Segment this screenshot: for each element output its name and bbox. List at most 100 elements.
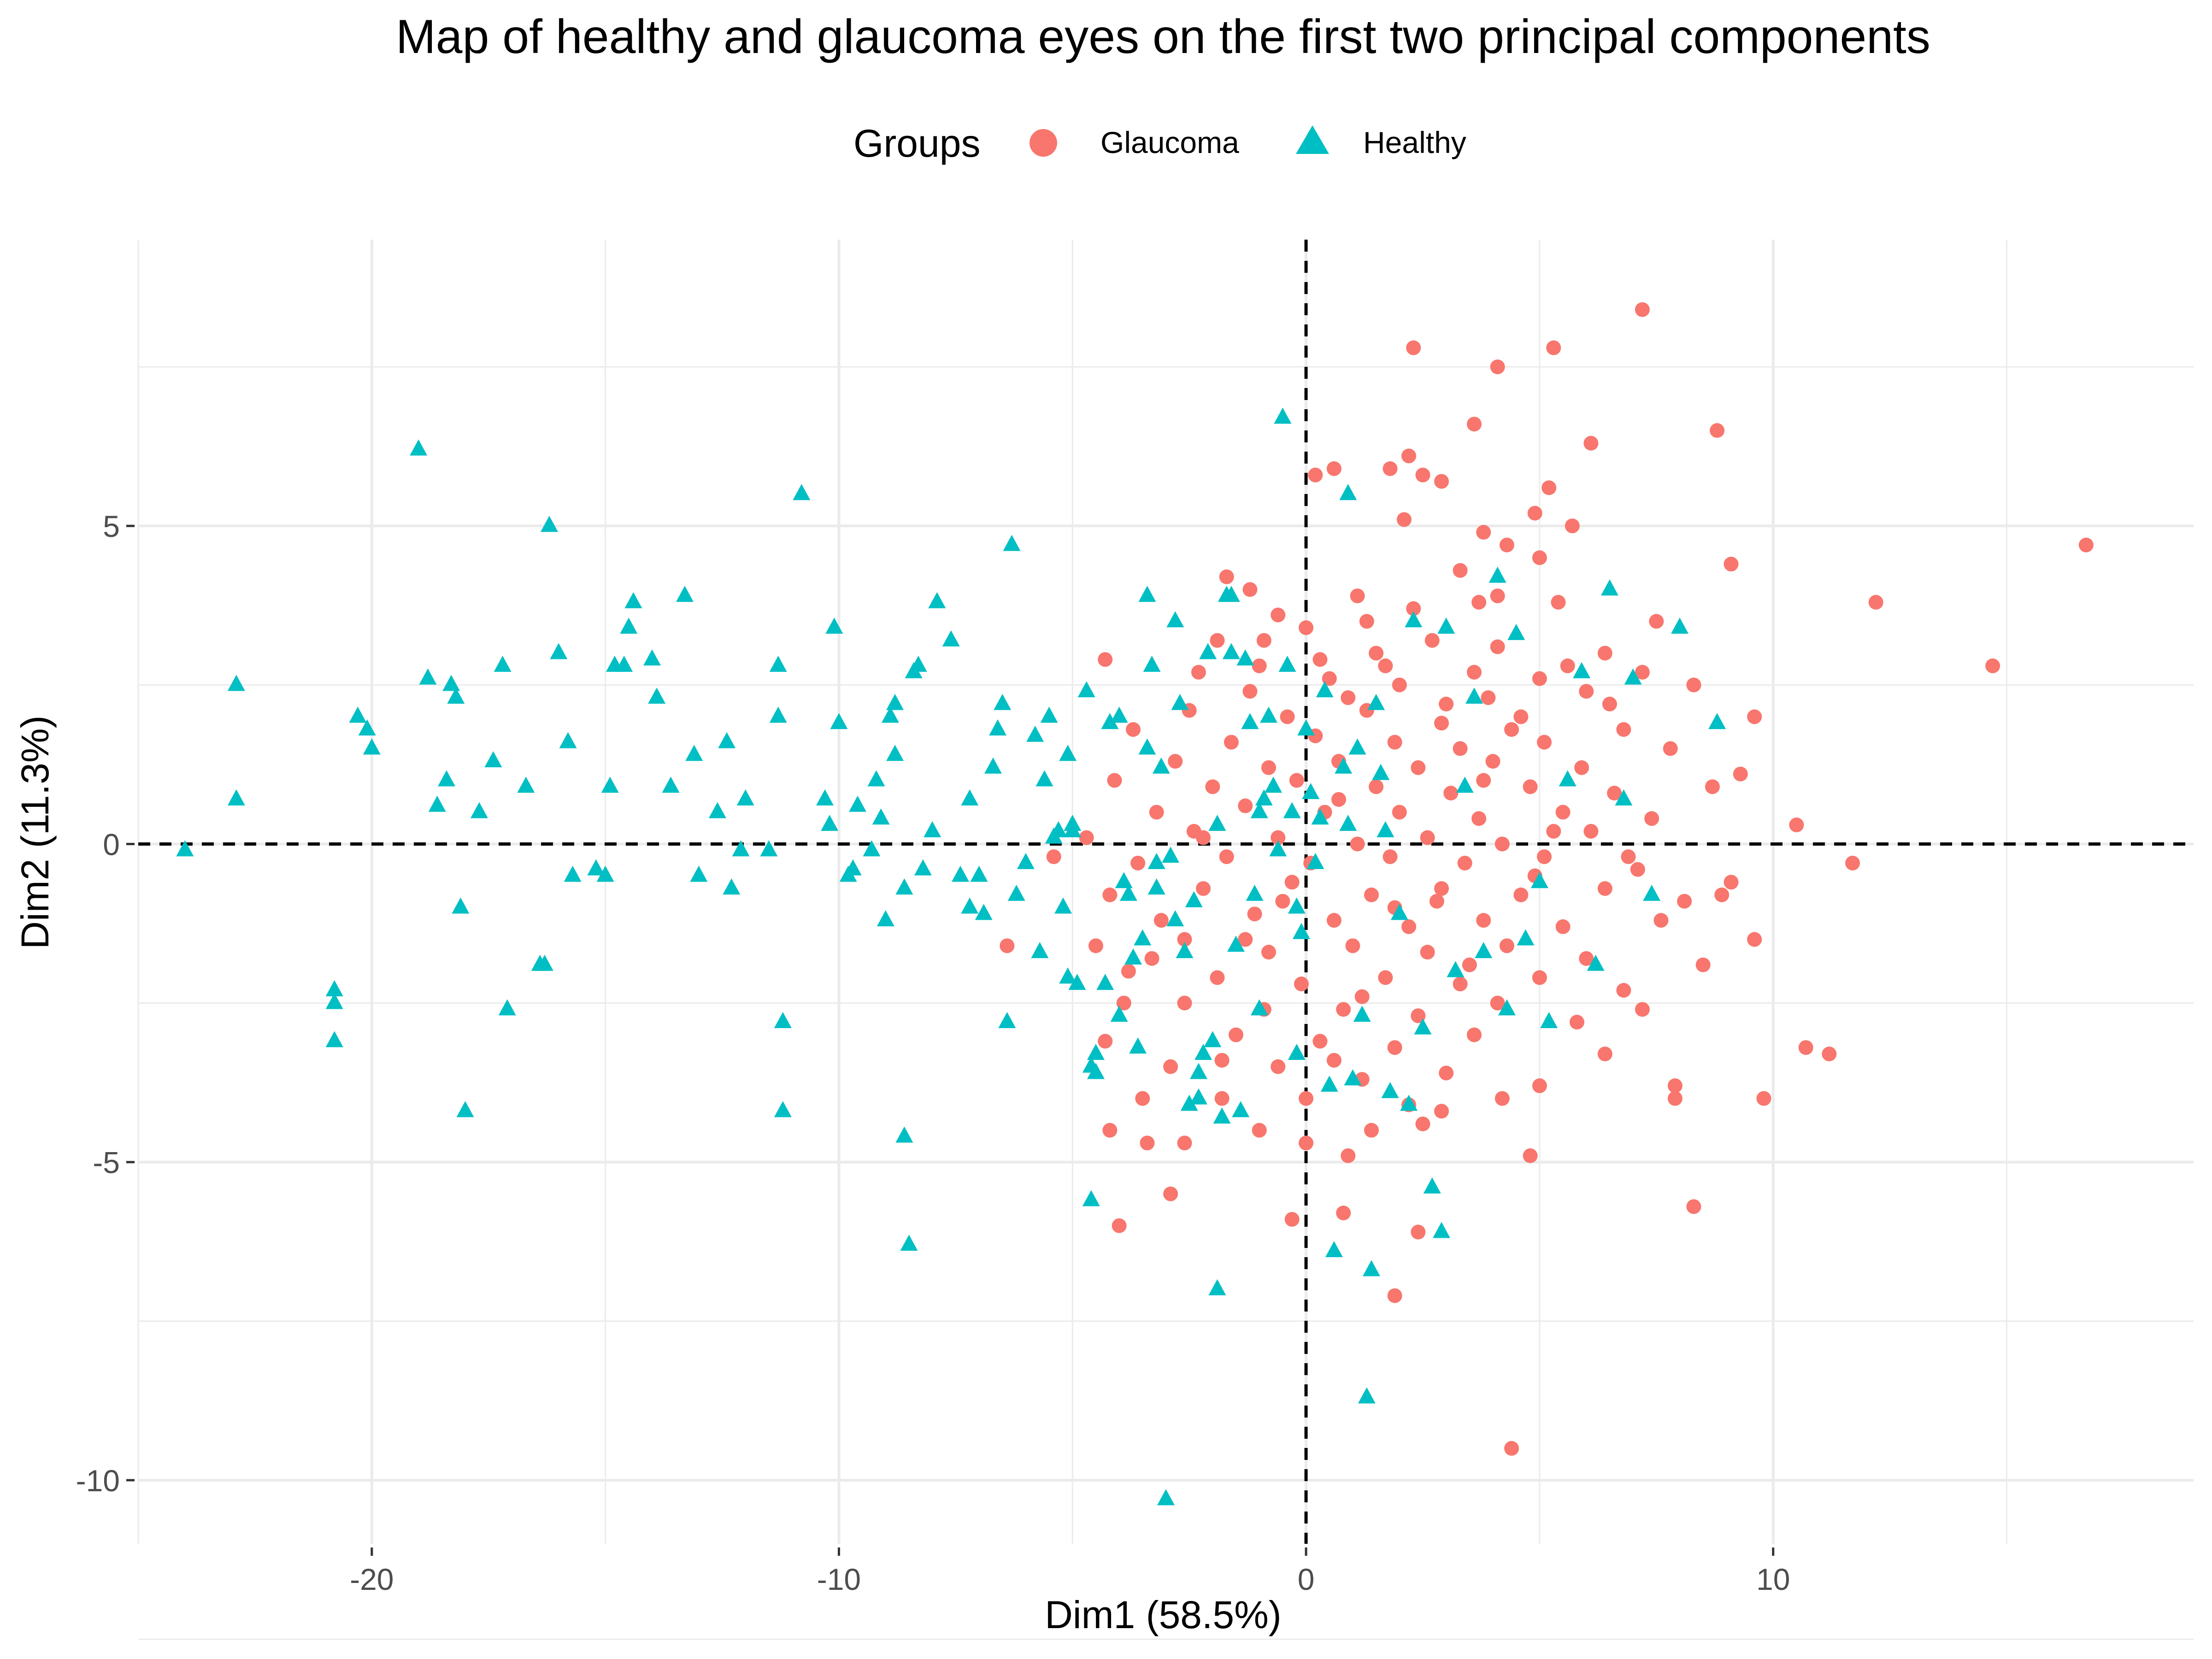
glaucoma-point xyxy=(1210,970,1225,985)
healthy-point xyxy=(1615,789,1633,806)
glaucoma-point xyxy=(1271,607,1286,623)
x-axis: -20 -10 0 10 xyxy=(350,1547,1790,1596)
healthy-point xyxy=(1316,681,1334,698)
glaucoma-point xyxy=(1537,735,1552,750)
healthy-point xyxy=(620,618,638,634)
glaucoma-point xyxy=(1747,932,1762,947)
healthy-point xyxy=(447,687,465,704)
glaucoma-point xyxy=(1261,760,1276,775)
glaucoma-point xyxy=(1205,779,1220,794)
reference-lines xyxy=(138,240,2194,1544)
glaucoma-point xyxy=(1471,594,1487,610)
healthy-point xyxy=(723,878,741,895)
glaucoma-point xyxy=(1336,1002,1351,1017)
glaucoma-point xyxy=(1312,652,1328,667)
glaucoma-point xyxy=(1467,417,1482,432)
healthy-point xyxy=(844,859,862,876)
glaucoma-point xyxy=(1401,919,1417,934)
glaucoma-point xyxy=(1868,594,1883,610)
glaucoma-point xyxy=(1667,1091,1683,1106)
healthy-point xyxy=(1488,566,1506,583)
glaucoma-point xyxy=(1378,970,1393,985)
glaucoma-point xyxy=(1453,741,1468,756)
glaucoma-point xyxy=(1153,913,1169,928)
glaucoma-point xyxy=(1242,684,1258,699)
healthy-point xyxy=(1138,738,1156,755)
healthy-point xyxy=(928,592,946,608)
glaucoma-point xyxy=(1439,1065,1454,1081)
healthy-point xyxy=(1292,923,1310,939)
healthy-point xyxy=(1166,910,1184,927)
glaucoma-point xyxy=(1424,633,1440,648)
healthy-point xyxy=(1498,999,1516,1016)
glaucoma-point xyxy=(1499,537,1514,553)
healthy-point xyxy=(1134,929,1152,946)
healthy-point xyxy=(1236,649,1254,666)
healthy-point xyxy=(1540,1012,1558,1028)
healthy-point xyxy=(456,1101,474,1118)
healthy-point xyxy=(1147,878,1165,895)
healthy-point xyxy=(1031,942,1049,959)
glaucoma-point xyxy=(1098,1034,1113,1049)
healthy-point xyxy=(648,687,666,704)
healthy-point xyxy=(1026,725,1044,742)
glaucoma-point xyxy=(1387,1040,1402,1055)
glaucoma-point xyxy=(1121,964,1136,979)
healthy-point xyxy=(662,777,680,793)
glaucoma-point xyxy=(1747,709,1762,724)
glaucoma-point xyxy=(1411,1008,1426,1024)
glaucoma-point xyxy=(1467,1027,1482,1042)
glaucoma-point xyxy=(1299,620,1314,635)
glaucoma-point xyxy=(1350,836,1365,852)
healthy-point xyxy=(1077,681,1095,698)
healthy-point xyxy=(881,706,899,723)
glaucoma-point xyxy=(1695,957,1711,972)
healthy-point xyxy=(587,859,605,876)
glaucoma-point xyxy=(1551,594,1566,610)
healthy-point xyxy=(325,980,343,996)
y-tick-label: 0 xyxy=(103,827,120,861)
healthy-point xyxy=(1559,770,1577,787)
glaucoma-point xyxy=(1630,862,1645,877)
healthy-point xyxy=(1311,808,1329,825)
glaucoma-point xyxy=(1135,1091,1150,1106)
healthy-point xyxy=(452,897,470,914)
glaucoma-point xyxy=(1485,754,1500,769)
healthy-point xyxy=(1185,891,1203,907)
glaucoma-point xyxy=(1597,1047,1612,1062)
healthy-point xyxy=(1040,706,1058,723)
healthy-point xyxy=(863,840,881,857)
healthy-point xyxy=(1035,770,1053,787)
glaucoma-point xyxy=(1046,849,1061,865)
healthy-point xyxy=(1189,1088,1207,1105)
healthy-point xyxy=(1320,1076,1338,1092)
healthy-point xyxy=(1363,1260,1380,1277)
healthy-point xyxy=(1530,872,1548,888)
healthy-point xyxy=(643,649,661,666)
glaucoma-point xyxy=(1210,633,1225,648)
healthy-point xyxy=(1213,1107,1231,1124)
glaucoma-point xyxy=(1364,887,1379,902)
glaucoma-point xyxy=(1149,805,1164,820)
healthy-point xyxy=(494,655,512,672)
glaucoma-point xyxy=(1635,302,1650,317)
y-tick-label: 5 xyxy=(103,509,120,543)
healthy-point xyxy=(769,655,787,672)
glaucoma-point xyxy=(1299,1091,1314,1106)
healthy-point xyxy=(325,1031,343,1047)
healthy-point xyxy=(1400,1094,1418,1111)
glaucoma-point xyxy=(1214,1053,1230,1068)
minor-gridlines xyxy=(137,240,2194,1640)
x-axis-label: Dim1 (58.5%) xyxy=(1045,1593,1281,1636)
glaucoma-point xyxy=(1102,887,1118,902)
glaucoma-point xyxy=(1532,550,1547,565)
glaucoma-point xyxy=(1229,1027,1244,1042)
healthy-point xyxy=(736,789,754,806)
glaucoma-point xyxy=(1579,684,1594,699)
healthy-point xyxy=(821,815,839,831)
healthy-point xyxy=(690,865,708,882)
glaucoma-point xyxy=(1219,849,1234,865)
healthy-point xyxy=(1110,706,1128,723)
healthy-point xyxy=(1068,974,1086,990)
plot-panel xyxy=(137,240,2194,1640)
